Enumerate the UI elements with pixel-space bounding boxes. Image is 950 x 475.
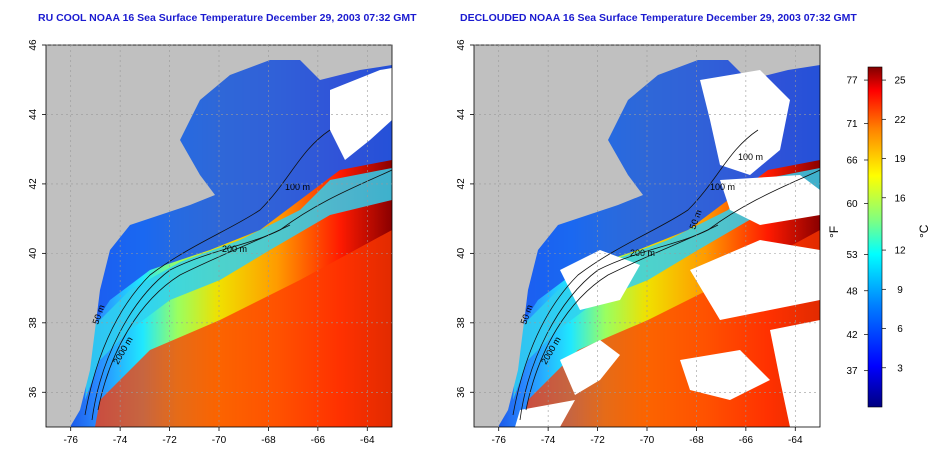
x-tick-label: -70 [640,435,655,446]
left-map-title: RU COOL NOAA 16 Sea Surface Temperature … [38,12,417,24]
cloud-patch [690,240,820,320]
x-tick-label: -74 [541,435,556,446]
celsius-tick-label: 3 [897,363,903,374]
cloud-patch [515,400,575,427]
colorbar-ticks: 25 22 19 16 12 9 6 3 77 71 66 60 53 48 42 37 [846,76,906,378]
land-mass [474,45,820,427]
contour-label-200m: 200 m [630,248,655,258]
fahrenheit-tick-label: 48 [846,286,858,297]
contour-label-200m: 200 m [222,244,247,254]
fahrenheit-tick-label: 42 [846,330,858,341]
x-tick-label: -64 [360,435,375,446]
fahrenheit-tick-label: 66 [846,155,858,166]
cloud-patch [330,68,392,160]
x-tick-label: -72 [590,435,605,446]
land-mass [46,45,392,427]
celsius-tick-label: 25 [894,76,906,87]
contour-label-100m: 100 m [738,152,763,162]
contour-50m [512,129,759,416]
celsius-unit-label: °C [917,224,931,238]
contour-label-100m: 100 m [285,182,310,192]
fahrenheit-tick-label: 53 [846,250,858,261]
left-map-grid [46,44,392,427]
x-tick-label: -70 [212,435,227,446]
y-tick-label: 40 [28,247,39,259]
y-tick-label: 36 [456,386,467,398]
y-tick-label: 44 [456,108,467,120]
x-tick-label: -66 [311,435,326,446]
y-tick-label: 46 [456,39,467,51]
cloud-patch [560,340,620,395]
y-tick-label: 42 [28,178,39,190]
x-tick-label: -66 [739,435,754,446]
y-tick-label: 36 [28,386,39,398]
y-tick-label: 40 [456,247,467,259]
celsius-tick-label: 16 [894,193,906,204]
x-tick-label: -76 [491,435,506,446]
y-tick-label: 38 [28,317,39,329]
fahrenheit-unit-label: °F [827,226,841,238]
celsius-tick-label: 12 [894,246,906,257]
fahrenheit-tick-label: 77 [846,76,858,87]
cloud-patch [770,320,820,427]
x-tick-label: -68 [261,435,276,446]
right-map-axes: -76 -74 -72 -70 -68 -66 -64 36 38 40 42 44 46 [456,39,803,446]
cloud-patch [700,70,790,175]
celsius-tick-label: 22 [894,115,906,126]
x-tick-label: -76 [63,435,78,446]
x-tick-label: -68 [689,435,704,446]
slope-water [85,168,392,400]
cloud-patch [720,175,820,225]
left-map-axes: -76 -74 -72 -70 -68 -66 -64 36 38 40 42 44 46 [28,39,375,446]
colorbar: 25 22 19 16 12 9 6 3 77 71 66 60 53 48 42 37 °F °C [827,66,931,408]
fahrenheit-tick-label: 60 [846,199,858,210]
contour-2000m [519,169,820,421]
celsius-tick-label: 6 [897,324,903,335]
y-tick-label: 42 [456,178,467,190]
contour-label-100m: 100 m [710,182,735,192]
right-map-grid [474,44,820,427]
x-tick-label: -72 [162,435,177,446]
fahrenheit-tick-label: 37 [846,366,858,377]
y-tick-label: 46 [28,39,39,51]
cloud-patch [680,350,770,400]
contour-200m [97,224,291,411]
gulf-stream [95,230,392,427]
colorbar-scale [867,66,883,408]
fahrenheit-tick-label: 71 [846,119,858,130]
y-tick-label: 44 [28,108,39,120]
right-map-title: DECLOUDED NOAA 16 Sea Surface Temperatur… [460,12,857,24]
contour-200m [525,224,719,411]
x-tick-label: -64 [788,435,803,446]
x-tick-label: -74 [113,435,128,446]
celsius-tick-label: 9 [897,285,903,296]
contour-50m [84,129,331,416]
celsius-tick-label: 19 [894,154,906,165]
y-tick-label: 38 [456,317,467,329]
contour-2000m [91,169,392,421]
